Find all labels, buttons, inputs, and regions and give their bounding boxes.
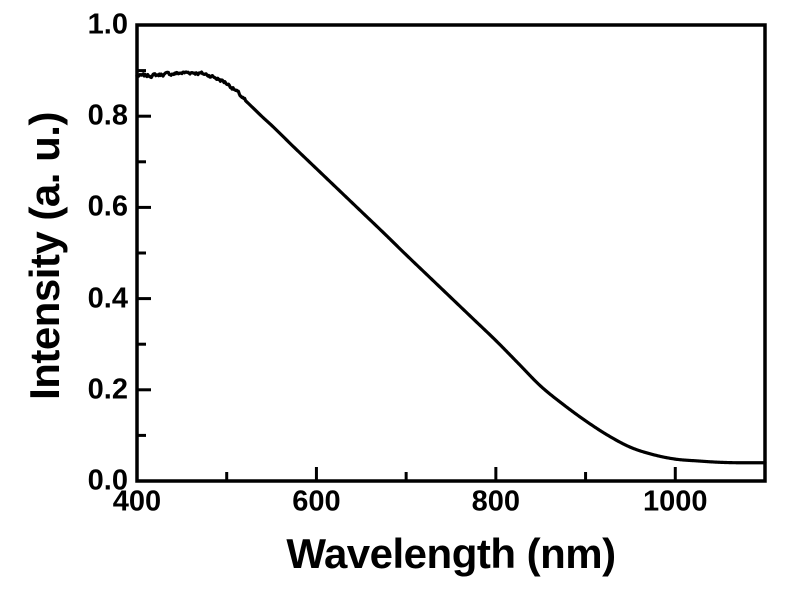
- axes-frame: [135, 23, 767, 483]
- y-tick-label-0.4: 0.4: [87, 282, 128, 315]
- x-tick-label-400: 400: [112, 485, 162, 518]
- y-axis-title: Intensity (a. u.): [21, 112, 68, 400]
- x-tick-label-1000: 1000: [643, 485, 708, 518]
- y-tick-label-0.8: 0.8: [87, 99, 128, 132]
- y-tick-label-1.0: 1.0: [87, 8, 128, 41]
- y-tick-label-0.0: 0.0: [87, 464, 128, 497]
- y-tick-label-0.6: 0.6: [87, 190, 128, 223]
- spectrum-curve: [135, 70, 767, 465]
- x-tick-label-800: 800: [471, 485, 521, 518]
- x-axis-title: Wavelength (nm): [286, 530, 616, 577]
- x-tick-label-600: 600: [292, 485, 341, 518]
- y-tick-label-0.2: 0.2: [87, 373, 128, 406]
